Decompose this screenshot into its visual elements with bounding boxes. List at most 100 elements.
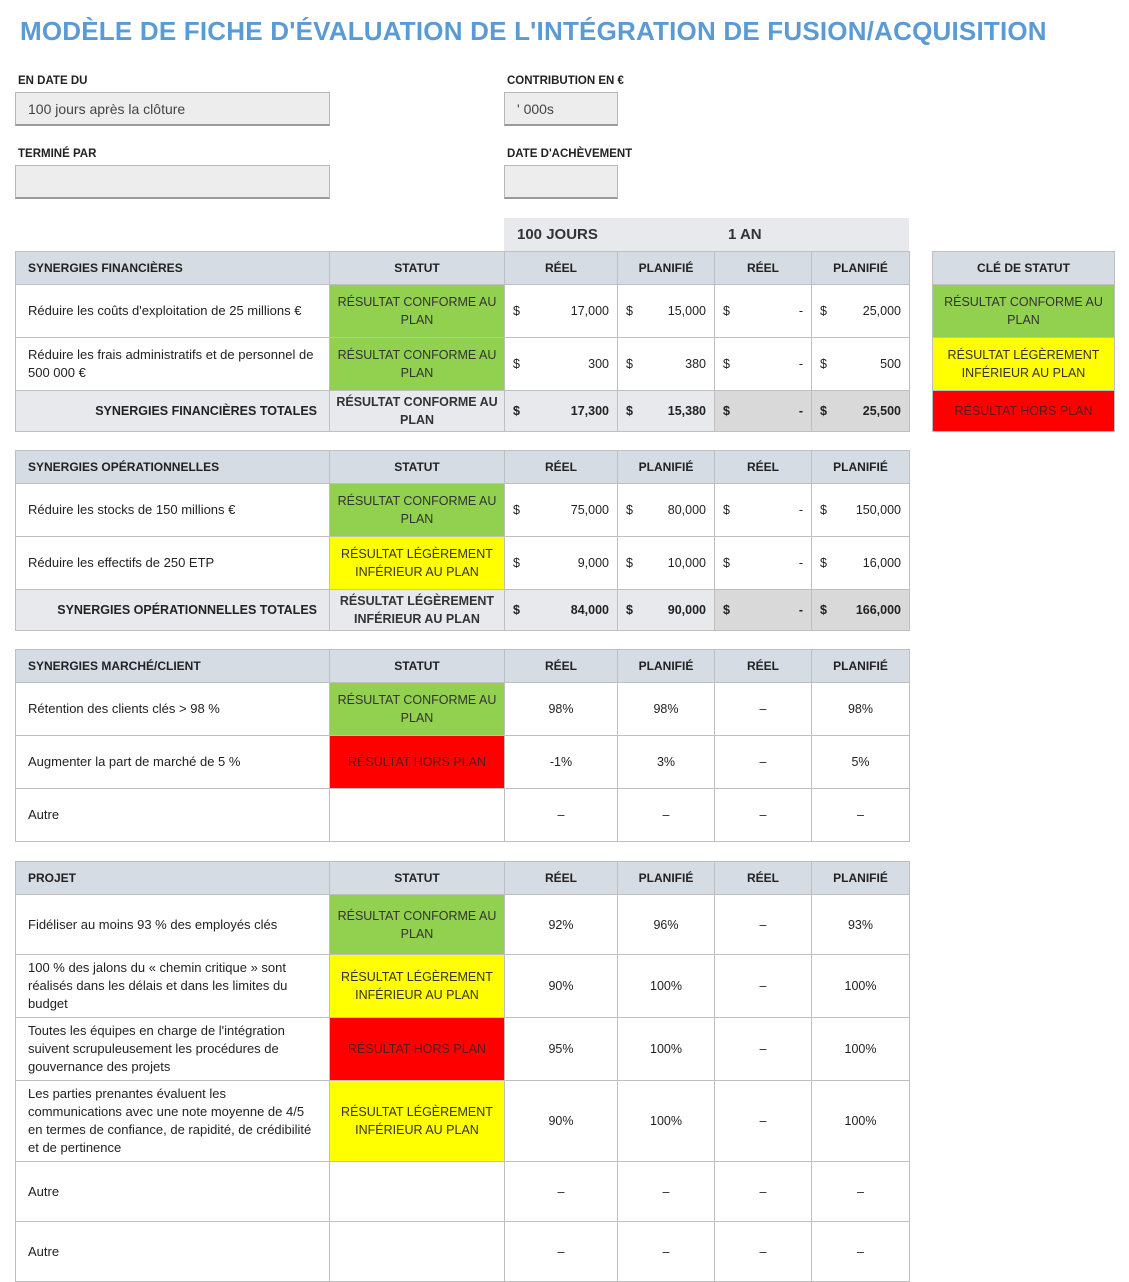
amount-value: 9,000 xyxy=(577,556,609,570)
completed-by-field[interactable] xyxy=(15,165,330,199)
actual-100-days-cell: 95% xyxy=(504,1017,618,1081)
as-of-field[interactable]: 100 jours après la clôture xyxy=(15,92,330,126)
total-actual-100-days: $17,300 xyxy=(504,390,618,432)
status-column-header: STATUT xyxy=(329,251,505,285)
status-cell[interactable]: RÉSULTAT CONFORME AU PLAN xyxy=(329,483,505,537)
actual-100-days-header: RÉEL xyxy=(504,861,618,895)
metric-description: Les parties prenantes évaluent les commu… xyxy=(15,1080,330,1162)
amount-value: 84,000 xyxy=(570,603,609,617)
planned-100-days-cell: 100% xyxy=(617,1080,715,1162)
currency-symbol: $ xyxy=(626,304,633,318)
status-cell[interactable]: RÉSULTAT LÉGÈREMENT INFÉRIEUR AU PLAN xyxy=(329,536,505,590)
planned-1-year-cell: – xyxy=(811,1221,910,1282)
total-planned-1-year: $25,500 xyxy=(811,390,910,432)
header-row: PROJET STATUT RÉEL PLANIFIÉ RÉEL PLANIFIÉ xyxy=(15,861,910,895)
total-status-cell[interactable]: RÉSULTAT LÉGÈREMENT INFÉRIEUR AU PLAN xyxy=(329,589,505,631)
actual-1-year-cell: – xyxy=(714,954,812,1018)
planned-1-year-cell: – xyxy=(811,788,910,842)
actual-1-year-cell: $ - xyxy=(714,483,812,537)
amount-value: 25,500 xyxy=(862,404,901,418)
table-row: Les parties prenantes évaluent les commu… xyxy=(15,1080,910,1162)
actual-1-year-cell: $ - xyxy=(714,536,812,590)
completion-date-field[interactable] xyxy=(504,165,618,199)
metric-description: Autre xyxy=(15,1221,330,1282)
planned-1-year-cell: 5% xyxy=(811,735,910,789)
status-cell[interactable]: RÉSULTAT LÉGÈREMENT INFÉRIEUR AU PLAN xyxy=(329,1080,505,1162)
financial-table: SYNERGIES FINANCIÈRES STATUT RÉEL PLANIFIÉ R… xyxy=(15,251,910,432)
status-cell[interactable]: RÉSULTAT HORS PLAN xyxy=(329,735,505,789)
as-of-label: EN DATE DU xyxy=(18,75,88,87)
amount-value: 16,000 xyxy=(862,556,901,570)
planned-100-days-header: PLANIFIÉ xyxy=(617,251,715,285)
planned-100-days-cell: $80,000 xyxy=(617,483,715,537)
currency-symbol: $ xyxy=(723,304,730,318)
actual-100-days-header: RÉEL xyxy=(504,251,618,285)
currency-symbol: $ xyxy=(820,603,827,617)
amount-value: 10,000 xyxy=(667,556,706,570)
currency-symbol: $ xyxy=(513,603,520,617)
metric-description: Toutes les équipes en charge de l'intégr… xyxy=(15,1017,330,1081)
currency-symbol: $ xyxy=(626,556,633,570)
planned-100-days-cell: – xyxy=(617,1221,715,1282)
currency-symbol: $ xyxy=(820,556,827,570)
total-row: SYNERGIES FINANCIÈRES TOTALES RÉSULTAT CO… xyxy=(15,390,910,432)
table-row: Réduire les stocks de 150 millions € RÉSU… xyxy=(15,483,910,537)
actual-1-year-header: RÉEL xyxy=(714,649,812,683)
status-cell[interactable] xyxy=(329,1161,505,1222)
status-column-header: STATUT xyxy=(329,450,505,484)
status-cell[interactable]: RÉSULTAT HORS PLAN xyxy=(329,1017,505,1081)
project-header: PROJET xyxy=(15,861,330,895)
table-row: Autre – – – – xyxy=(15,1161,910,1222)
planned-100-days-header: PLANIFIÉ xyxy=(617,649,715,683)
currency-symbol: $ xyxy=(513,503,520,517)
planned-1-year-cell: $25,000 xyxy=(811,284,910,338)
total-actual-1-year: $ - xyxy=(714,589,812,631)
status-cell[interactable]: RÉSULTAT CONFORME AU PLAN xyxy=(329,682,505,736)
amount-value: - xyxy=(798,357,803,371)
amount-value: 90,000 xyxy=(667,603,706,617)
currency-symbol: $ xyxy=(820,503,827,517)
amount-value: 17,300 xyxy=(570,404,609,418)
actual-100-days-cell: – xyxy=(504,1221,618,1282)
metric-description: Augmenter la part de marché de 5 % xyxy=(15,735,330,789)
total-planned-100-days: $90,000 xyxy=(617,589,715,631)
currency-symbol: $ xyxy=(513,357,520,371)
status-cell[interactable] xyxy=(329,788,505,842)
amount-value: 17,000 xyxy=(570,304,609,318)
planned-1-year-cell: 100% xyxy=(811,1080,910,1162)
currency-symbol: $ xyxy=(723,404,730,418)
status-cell[interactable]: RÉSULTAT CONFORME AU PLAN xyxy=(329,894,505,955)
total-status-cell[interactable]: RÉSULTAT CONFORME AU PLAN xyxy=(329,390,505,432)
planned-1-year-cell: $16,000 xyxy=(811,536,910,590)
table-row: 100 % des jalons du « chemin critique » … xyxy=(15,954,910,1018)
currency-symbol: $ xyxy=(513,556,520,570)
planned-1-year-cell: 100% xyxy=(811,1017,910,1081)
amount-value: 150,000 xyxy=(855,503,901,517)
currency-symbol: $ xyxy=(820,304,827,318)
metric-description: Réduire les coûts d'exploitation de 25 m… xyxy=(15,284,330,338)
planned-100-days-cell: 100% xyxy=(617,954,715,1018)
planned-1-year-header: PLANIFIÉ xyxy=(811,450,910,484)
currency-symbol: $ xyxy=(626,357,633,371)
planned-1-year-cell: – xyxy=(811,1161,910,1222)
planned-100-days-cell: 98% xyxy=(617,682,715,736)
period-100-days: 100 JOURS xyxy=(517,226,598,243)
actual-100-days-cell: $17,000 xyxy=(504,284,618,338)
metric-description: Réduire les frais administratifs et de p… xyxy=(15,337,330,391)
status-cell[interactable]: RÉSULTAT CONFORME AU PLAN xyxy=(329,337,505,391)
planned-100-days-cell: – xyxy=(617,1161,715,1222)
planned-100-days-cell: – xyxy=(617,788,715,842)
status-cell[interactable]: RÉSULTAT LÉGÈREMENT INFÉRIEUR AU PLAN xyxy=(329,954,505,1018)
status-cell[interactable]: RÉSULTAT CONFORME AU PLAN xyxy=(329,284,505,338)
planned-1-year-cell: 93% xyxy=(811,894,910,955)
metric-description: 100 % des jalons du « chemin critique » … xyxy=(15,954,330,1018)
header-row: SYNERGIES OPÉRATIONNELLES STATUT RÉEL PLANI… xyxy=(15,450,910,484)
planned-100-days-cell: $15,000 xyxy=(617,284,715,338)
contribution-field[interactable]: ' 000s xyxy=(504,92,618,126)
table-row: Augmenter la part de marché de 5 % RÉSULT… xyxy=(15,735,910,789)
currency-symbol: $ xyxy=(820,357,827,371)
page-title: MODÈLE DE FICHE D'ÉVALUATION DE L'INTÉGR… xyxy=(20,16,1047,46)
header-row: SYNERGIES FINANCIÈRES STATUT RÉEL PLANIFIÉ R… xyxy=(15,251,910,285)
currency-symbol: $ xyxy=(513,304,520,318)
status-cell[interactable] xyxy=(329,1221,505,1282)
